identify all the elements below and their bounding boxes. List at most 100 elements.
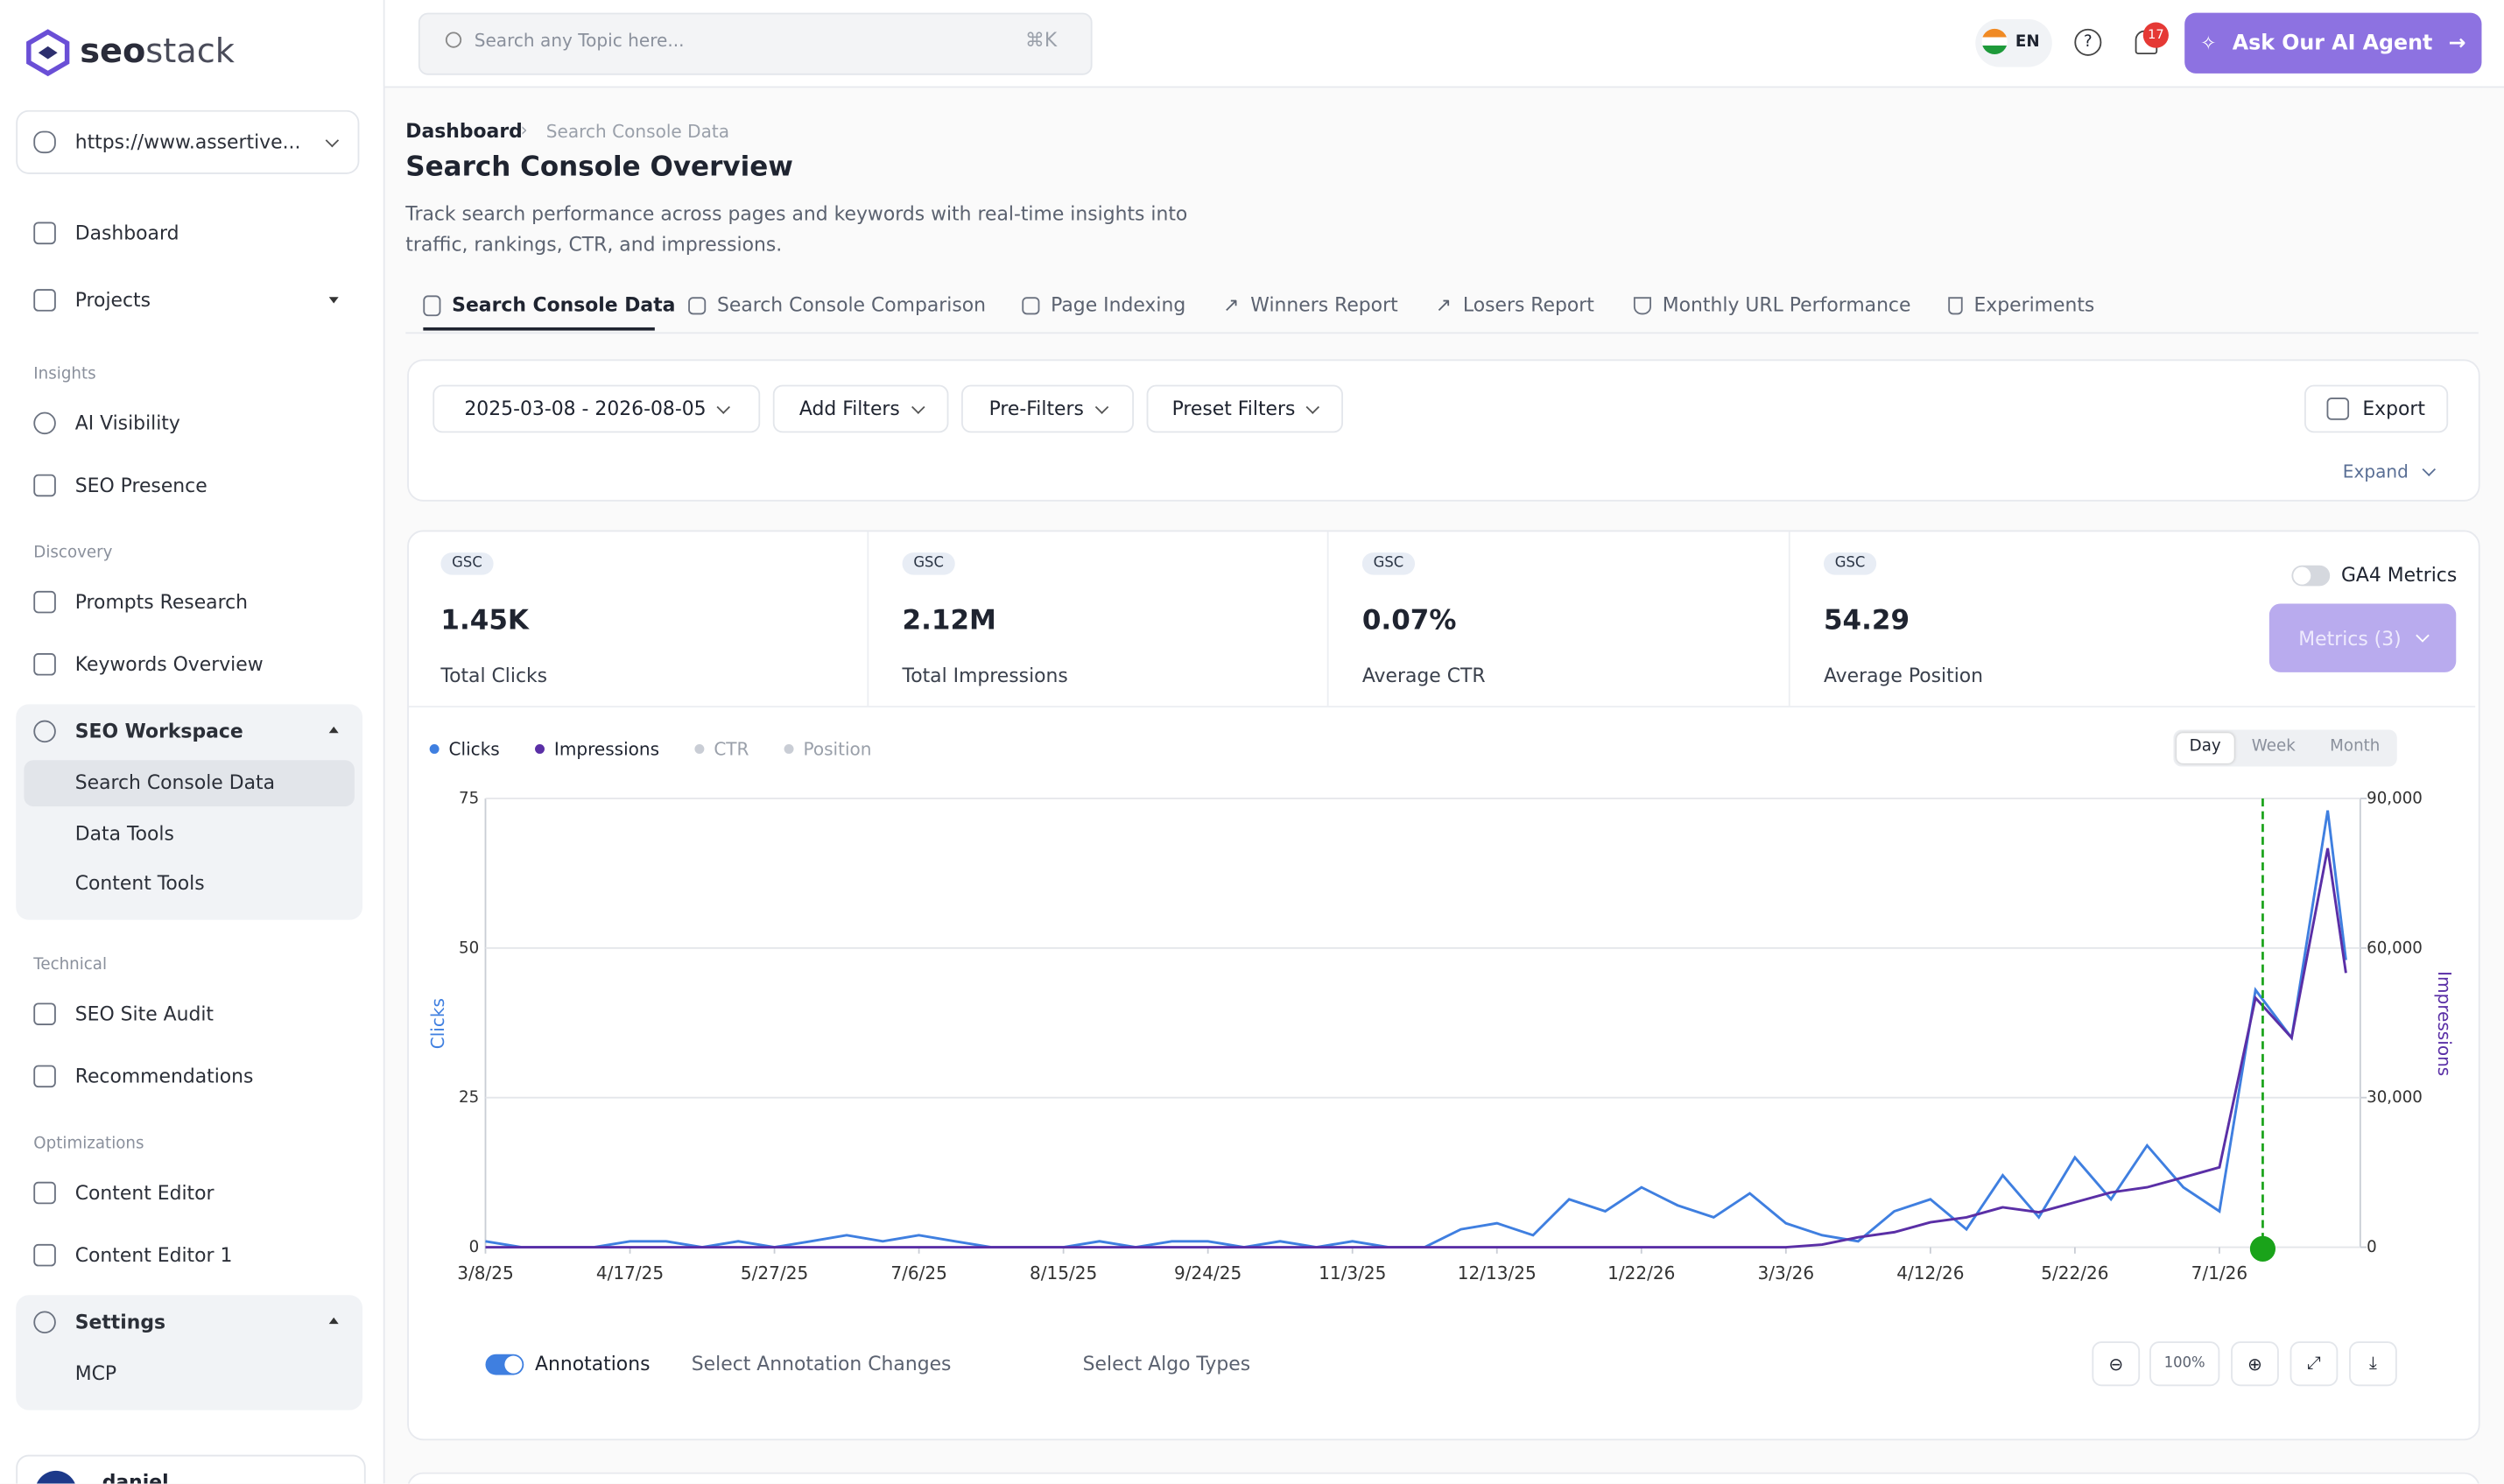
nav-item[interactable]: Recommendations [33, 1062, 253, 1091]
x-tick-label: 7/6/25 [890, 1262, 947, 1284]
label: Winners Report [1250, 293, 1398, 317]
label: GSC [440, 552, 494, 575]
select[interactable]: Select Algo Types [1082, 1352, 1251, 1375]
label: Keywords Overview [74, 653, 264, 676]
label: 1.45K [440, 605, 529, 637]
filter-card [407, 359, 2480, 502]
label: Search Console Overview [405, 151, 793, 184]
label: Optimizations [33, 1135, 144, 1153]
nav-item[interactable]: Content Editor [33, 1178, 215, 1207]
search-box[interactable] [418, 12, 1093, 75]
nav-item[interactable]: AI Visibility [33, 409, 180, 438]
label: SEO Presence [74, 474, 207, 497]
icon [33, 720, 56, 743]
zoom-level[interactable]: 100% [2149, 1341, 2220, 1387]
label: ⌘K [1024, 28, 1058, 52]
label: 100% [2163, 1355, 2205, 1372]
decoration [26, 29, 70, 77]
label: Prompts Research [74, 590, 249, 614]
label: GA4 Metrics [2340, 563, 2458, 587]
y2-tick-label: 60,000 [2367, 939, 2423, 957]
nav-sub[interactable]: MCP [74, 1361, 117, 1385]
legend-label[interactable]: Clicks [449, 739, 500, 760]
period[interactable]: Week [2251, 737, 2296, 756]
label: Average Position [1823, 664, 1984, 687]
label: 0.07% [1361, 605, 1457, 637]
label: Page Indexing [1051, 293, 1186, 317]
tab[interactable]: Experiments [1948, 294, 2094, 316]
label: GSC [1361, 552, 1416, 575]
export-button[interactable]: Export [2304, 384, 2449, 433]
legend-swatch [429, 743, 440, 754]
download[interactable]: ⤓ [2349, 1341, 2397, 1387]
annotations-toggle[interactable] [485, 1354, 524, 1375]
nav-sub[interactable]: Data Tools [74, 822, 174, 845]
ga4-toggle[interactable] [2291, 565, 2331, 587]
icon [33, 1002, 56, 1025]
icon [33, 1181, 56, 1205]
tab[interactable]: Search Console Comparison [688, 294, 986, 316]
x-tick-label: 7/1/26 [2191, 1262, 2248, 1284]
nav-sub[interactable]: Search Console Data [74, 770, 276, 794]
icon [33, 1065, 56, 1088]
nav-item[interactable]: Projects [33, 285, 151, 314]
nav-item[interactable]: Dashboard [33, 219, 179, 248]
zoom-out[interactable]: ⊖ [2092, 1341, 2141, 1387]
icon [2327, 397, 2350, 420]
decoration: › [520, 119, 528, 141]
nav-group[interactable]: SEO Workspace [33, 717, 243, 746]
help-icon[interactable]: ? [2074, 28, 2102, 56]
legend-label[interactable]: Impressions [554, 739, 659, 760]
label: Insights [33, 365, 96, 383]
label: Technical [33, 956, 108, 974]
nav-sub[interactable]: Content Tools [74, 871, 205, 895]
metrics-button[interactable]: Metrics (3) [2268, 603, 2457, 672]
nav-item[interactable]: SEO Presence [33, 471, 207, 500]
y-tick-label: 75 [459, 789, 479, 807]
period[interactable]: Day [2189, 737, 2221, 756]
date-range[interactable]: 2025-03-08 - 2026-08-05 [433, 384, 761, 433]
filter-button[interactable]: Add Filters [772, 384, 949, 433]
site-selector[interactable] [16, 109, 360, 174]
nav-item[interactable]: Keywords Overview [33, 650, 264, 679]
nav-group[interactable]: Settings [33, 1308, 165, 1337]
breadcrumb[interactable]: Dashboard [405, 119, 523, 143]
tab[interactable]: Page Indexing [1022, 293, 1186, 317]
icon [423, 294, 441, 316]
x-tick-label: 5/27/25 [741, 1262, 808, 1284]
y2-tick-label: 30,000 [2367, 1088, 2423, 1107]
icon [33, 1311, 56, 1334]
y-tick-label: 25 [459, 1088, 479, 1107]
icon [33, 474, 56, 497]
nav-item[interactable]: Content Editor 1 [33, 1241, 232, 1269]
divider [1326, 531, 1329, 707]
label: https://www.assertive... [74, 130, 301, 154]
expand[interactable]: Expand [2343, 461, 2437, 482]
caret [328, 1312, 339, 1325]
tab[interactable]: ↗ Losers Report [1436, 294, 1594, 317]
label: 54.29 [1823, 605, 1910, 637]
tab[interactable]: ↗ Winners Report [1223, 294, 1397, 317]
label: Losers Report [1462, 293, 1594, 317]
label: seo [80, 32, 146, 71]
fullscreen[interactable]: ⤢ [2289, 1341, 2339, 1387]
filter-button[interactable]: Preset Filters [1146, 384, 1343, 433]
caret [328, 297, 339, 308]
tab[interactable]: Search Console Data [423, 294, 675, 316]
legend-label[interactable]: Position [803, 739, 871, 760]
label: Metrics (3) [2298, 626, 2402, 650]
filter-button[interactable]: Pre-Filters [961, 384, 1135, 433]
ai-agent-button[interactable]: ✧ Ask Our AI Agent → [2184, 12, 2482, 74]
select[interactable]: Select Annotation Changes [691, 1352, 952, 1375]
period[interactable]: Month [2330, 737, 2381, 756]
tab[interactable]: Monthly URL Performance [1633, 294, 1910, 316]
label: Annotations [535, 1352, 651, 1375]
label: Total Impressions [902, 664, 1068, 687]
icon [33, 1243, 56, 1267]
icon [1633, 296, 1651, 314]
zoom-in[interactable]: ⊕ [2231, 1341, 2279, 1387]
nav-item[interactable]: SEO Site Audit [33, 1000, 214, 1029]
nav-item[interactable]: Prompts Research [33, 587, 248, 616]
legend-label[interactable]: CTR [714, 739, 749, 760]
